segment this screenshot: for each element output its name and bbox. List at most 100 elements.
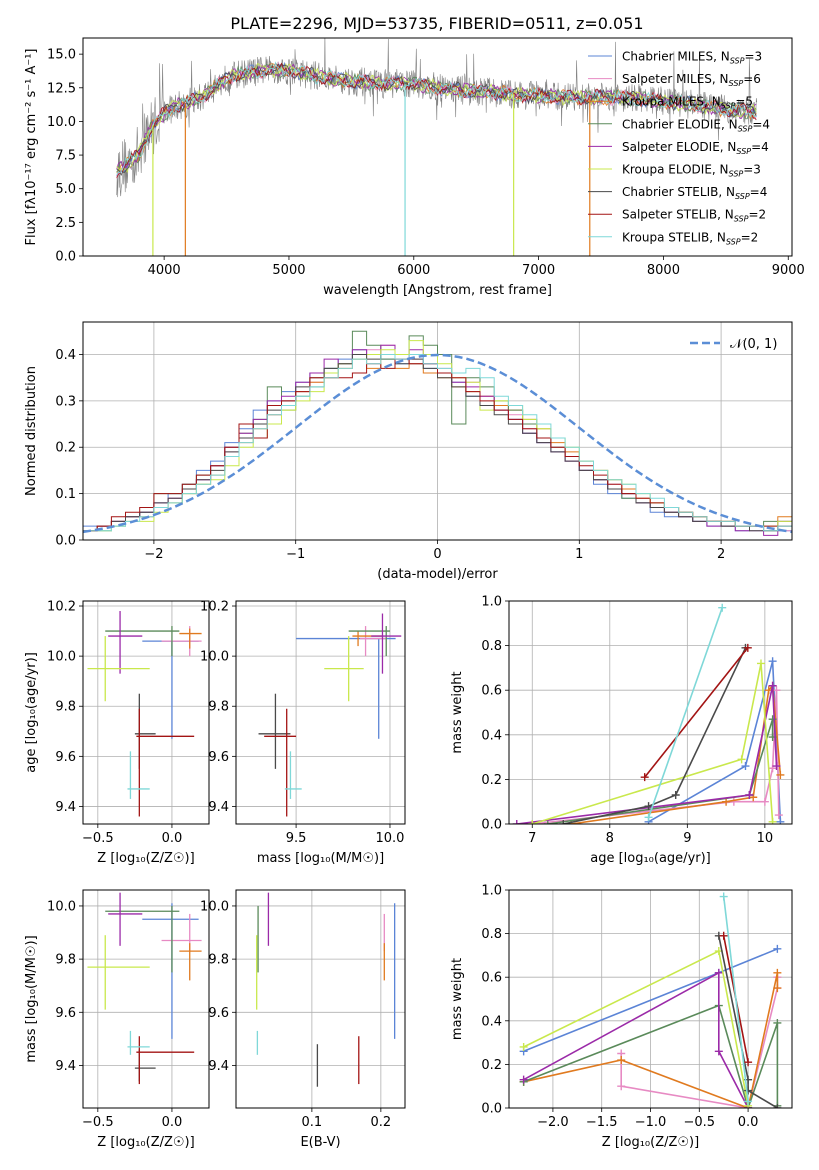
errorbar-point <box>134 693 156 769</box>
spectrum-model-line <box>116 62 757 176</box>
panel-residuals: −2 −1 0 1 2 0.0 0.1 0.2 0.3 0.4 (data-model)/error… <box>24 321 793 582</box>
weight-series <box>528 659 777 824</box>
y-tick-label: 0.8 <box>481 639 502 654</box>
axes-frame <box>82 600 210 825</box>
x-tick-label: 4000 <box>148 263 181 278</box>
errorbar-point <box>324 636 364 702</box>
legend-label: Salpeter MILES, NSSP=6 <box>622 72 761 88</box>
histogram-step <box>83 354 792 540</box>
x-tick-label: 0 <box>433 547 441 562</box>
x-tick-label: 8000 <box>647 263 680 278</box>
y-tick-label: 9.4 <box>208 800 229 815</box>
weight-marker <box>768 817 777 824</box>
y-tick-label: 0.3 <box>55 394 76 409</box>
weight-series <box>559 643 750 824</box>
legend-label: Kroupa ELODIE, NSSP=3 <box>622 163 761 179</box>
legend: 𝒩(0, 1) <box>690 337 777 352</box>
x-tick-label: −2 <box>144 547 163 562</box>
y-tick-label: 9.8 <box>208 700 229 715</box>
x-tick-label: −0.5 <box>82 831 114 846</box>
y-tick-label: 0.4 <box>55 348 76 363</box>
y-tick-label: 9.4 <box>55 1059 76 1074</box>
x-axis-label: age [log₁₀(age/yr)] <box>590 851 711 866</box>
weight-marker <box>768 657 777 666</box>
weight-series <box>519 968 753 1108</box>
weight-marker <box>718 603 727 612</box>
x-tick-label: 7000 <box>522 263 555 278</box>
errorbar-point <box>127 751 150 799</box>
plot-area <box>512 603 785 824</box>
weight-line <box>647 607 723 818</box>
errorbar-point <box>264 708 297 817</box>
legend-label: Chabrier ELODIE, NSSP=4 <box>622 117 770 133</box>
legend-label: 𝒩(0, 1) <box>730 337 777 352</box>
weight-marker <box>559 820 568 824</box>
errorbar-point <box>179 943 202 981</box>
y-tick-label: 0.2 <box>55 441 76 456</box>
plot-area <box>258 613 402 817</box>
weight-marker <box>719 892 728 901</box>
x-tick-label: 0.0 <box>162 831 183 846</box>
errorbar-point <box>371 613 402 674</box>
y-tick-label: 10.0 <box>200 899 229 914</box>
x-tick-label: 7 <box>528 831 536 846</box>
plot-area <box>87 892 202 1085</box>
y-tick-label: 0.2 <box>481 773 502 788</box>
weight-marker <box>768 681 777 690</box>
weight-series <box>519 947 753 1108</box>
weight-marker <box>744 1086 753 1095</box>
weight-marker <box>756 659 765 668</box>
y-axis-label: mass weight <box>450 671 465 753</box>
weight-marker <box>745 791 754 800</box>
weight-marker <box>773 944 782 953</box>
y-tick-label: 0.1 <box>55 487 76 502</box>
y-axis-label: mass [log₁₀(M/M☉)] <box>24 935 39 1062</box>
y-tick-label: 0.8 <box>481 927 502 942</box>
y-axis-label: Flux [fλ10⁻¹⁷ erg cm⁻² s⁻¹ A⁻¹] <box>24 49 39 246</box>
x-tick-label: −1.5 <box>586 1115 618 1130</box>
weight-line <box>523 1004 779 1108</box>
plot-area <box>116 38 758 256</box>
weight-marker <box>543 820 552 824</box>
y-tick-label: 2.5 <box>55 216 76 231</box>
weight-line <box>718 935 778 1108</box>
weight-marker <box>519 1042 528 1051</box>
weight-marker <box>743 643 752 652</box>
y-tick-label: 9.8 <box>208 953 229 968</box>
weight-marker <box>760 797 769 806</box>
y-tick-label: 0.6 <box>481 971 502 986</box>
y-tick-label: 5.0 <box>55 182 76 197</box>
x-tick-label: −0.5 <box>684 1115 716 1130</box>
weight-line <box>644 647 749 778</box>
weight-marker <box>671 791 680 800</box>
errorbar-point <box>179 628 202 649</box>
y-tick-label: 10.0 <box>47 899 76 914</box>
normal-curve <box>83 353 792 534</box>
weight-marker <box>737 755 746 764</box>
errorbar-point <box>348 626 390 657</box>
weight-marker <box>644 813 653 822</box>
axes-frame <box>82 37 793 257</box>
axes-frame <box>235 600 406 825</box>
y-tick-label: 9.4 <box>55 800 76 815</box>
x-tick-label: 0.0 <box>738 1115 759 1130</box>
plot-area <box>83 330 792 540</box>
y-tick-label: 9.4 <box>208 1059 229 1074</box>
legend-label: Kroupa MILES, NSSP=5 <box>622 95 753 111</box>
y-tick-label: 10.0 <box>47 115 76 130</box>
weight-marker <box>644 802 653 811</box>
weight-marker <box>744 1097 753 1106</box>
weight-line <box>648 660 782 823</box>
y-tick-label: 0.0 <box>481 1102 502 1117</box>
weight-line <box>532 663 774 824</box>
x-tick-label: 0.1 <box>302 1115 323 1130</box>
y-tick-label: 10.0 <box>200 650 229 665</box>
x-axis-label: E(B-V) <box>300 1135 340 1150</box>
errorbar-point <box>284 751 302 799</box>
legend-label: Salpeter STELIB, NSSP=2 <box>622 208 766 224</box>
x-tick-label: 0.0 <box>162 1115 183 1130</box>
chart-panels: 4000 5000 6000 7000 8000 90000.02.55.07.510.0… <box>24 37 805 1150</box>
panel-mass-vs-Z: −0.5 0.0 9.4 9.6 9.8 10.0 Z [log₁₀(Z/Z☉)] mass … <box>24 889 210 1150</box>
errorbar-point <box>136 708 195 817</box>
x-tick-label: 1 <box>575 547 583 562</box>
